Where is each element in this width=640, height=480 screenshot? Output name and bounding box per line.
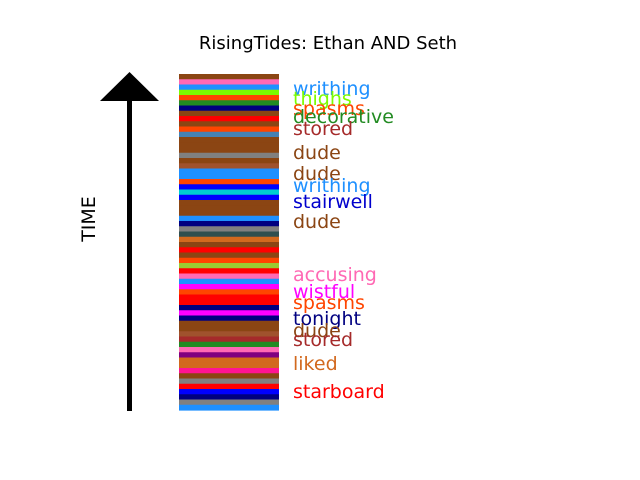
word-label: writhing — [293, 78, 371, 100]
stripe — [179, 294, 279, 301]
stripe — [179, 126, 279, 133]
word-label: thighs — [293, 88, 352, 110]
word-label: wistful — [293, 281, 355, 303]
stripe — [179, 200, 279, 206]
stripe — [179, 373, 279, 380]
stripe — [179, 152, 279, 159]
word-label: writhing — [293, 175, 371, 197]
stripe — [179, 131, 279, 138]
stripe — [179, 347, 279, 353]
stripe — [179, 247, 279, 254]
word-label: starboard — [293, 381, 385, 403]
stripe — [179, 352, 279, 359]
stripe — [179, 252, 279, 259]
word-label: dude — [293, 163, 341, 185]
stripe — [179, 74, 279, 80]
stripe — [179, 137, 279, 143]
stripe — [179, 116, 279, 122]
stripe — [179, 383, 279, 390]
word-label: spasms — [293, 292, 365, 314]
stripe — [179, 194, 279, 201]
stripe — [179, 179, 279, 185]
stripe — [179, 79, 279, 86]
stripe — [179, 394, 279, 401]
stripe — [179, 315, 279, 322]
stripe — [179, 331, 279, 338]
stripe — [179, 168, 279, 175]
word-label: stairwell — [293, 191, 373, 213]
y-axis-label: TIME — [78, 196, 100, 243]
word-label: stored — [293, 118, 353, 140]
chart-title: RisingTides: Ethan AND Seth — [199, 33, 457, 54]
stripe — [179, 284, 279, 290]
time-arrow — [100, 72, 159, 411]
stripe — [179, 84, 279, 91]
stripe — [179, 378, 279, 385]
word-labels: writhingthighsspasmsdecorativestoreddude… — [293, 78, 394, 403]
stripe — [179, 336, 279, 343]
word-label: liked — [293, 353, 338, 375]
stripe — [179, 368, 279, 374]
stripe — [179, 389, 279, 395]
stripe — [179, 404, 279, 411]
stripe — [179, 173, 279, 180]
stripe — [179, 210, 279, 217]
stripe — [179, 299, 279, 306]
word-label: dude — [293, 142, 341, 164]
stripe — [179, 341, 279, 348]
word-label: accusing — [293, 264, 377, 286]
word-label: tonight — [293, 308, 361, 330]
stripe — [179, 278, 279, 285]
stripe — [179, 110, 279, 117]
stripe — [179, 242, 279, 248]
stripe — [179, 189, 279, 196]
stripe — [179, 95, 279, 101]
time-arrow-head — [100, 72, 159, 101]
word-label: spasms — [293, 98, 365, 120]
stripe — [179, 236, 279, 243]
stripe — [179, 205, 279, 212]
word-label: dude — [293, 320, 341, 342]
stripe — [179, 268, 279, 275]
stripe — [179, 310, 279, 317]
stripe — [179, 231, 279, 238]
stripe — [179, 215, 279, 222]
stripe — [179, 142, 279, 149]
stripe — [179, 362, 279, 369]
stripe — [179, 89, 279, 96]
stripe — [179, 105, 279, 112]
stripe — [179, 326, 279, 332]
stripe — [179, 221, 279, 227]
stripe — [179, 158, 279, 164]
word-label: stored — [293, 329, 353, 351]
stripe — [179, 147, 279, 154]
stripe — [179, 226, 279, 233]
stripe — [179, 263, 279, 269]
stripe-column — [179, 74, 279, 411]
stripe — [179, 289, 279, 296]
stripe — [179, 320, 279, 327]
stripe — [179, 121, 279, 128]
stripe — [179, 257, 279, 264]
word-label: dude — [293, 211, 341, 233]
stripe — [179, 273, 279, 280]
stripe — [179, 163, 279, 170]
word-label: decorative — [293, 106, 394, 128]
stripe — [179, 184, 279, 191]
stripe — [179, 100, 279, 107]
stripe — [179, 357, 279, 364]
stripe — [179, 305, 279, 311]
stripe — [179, 399, 279, 406]
